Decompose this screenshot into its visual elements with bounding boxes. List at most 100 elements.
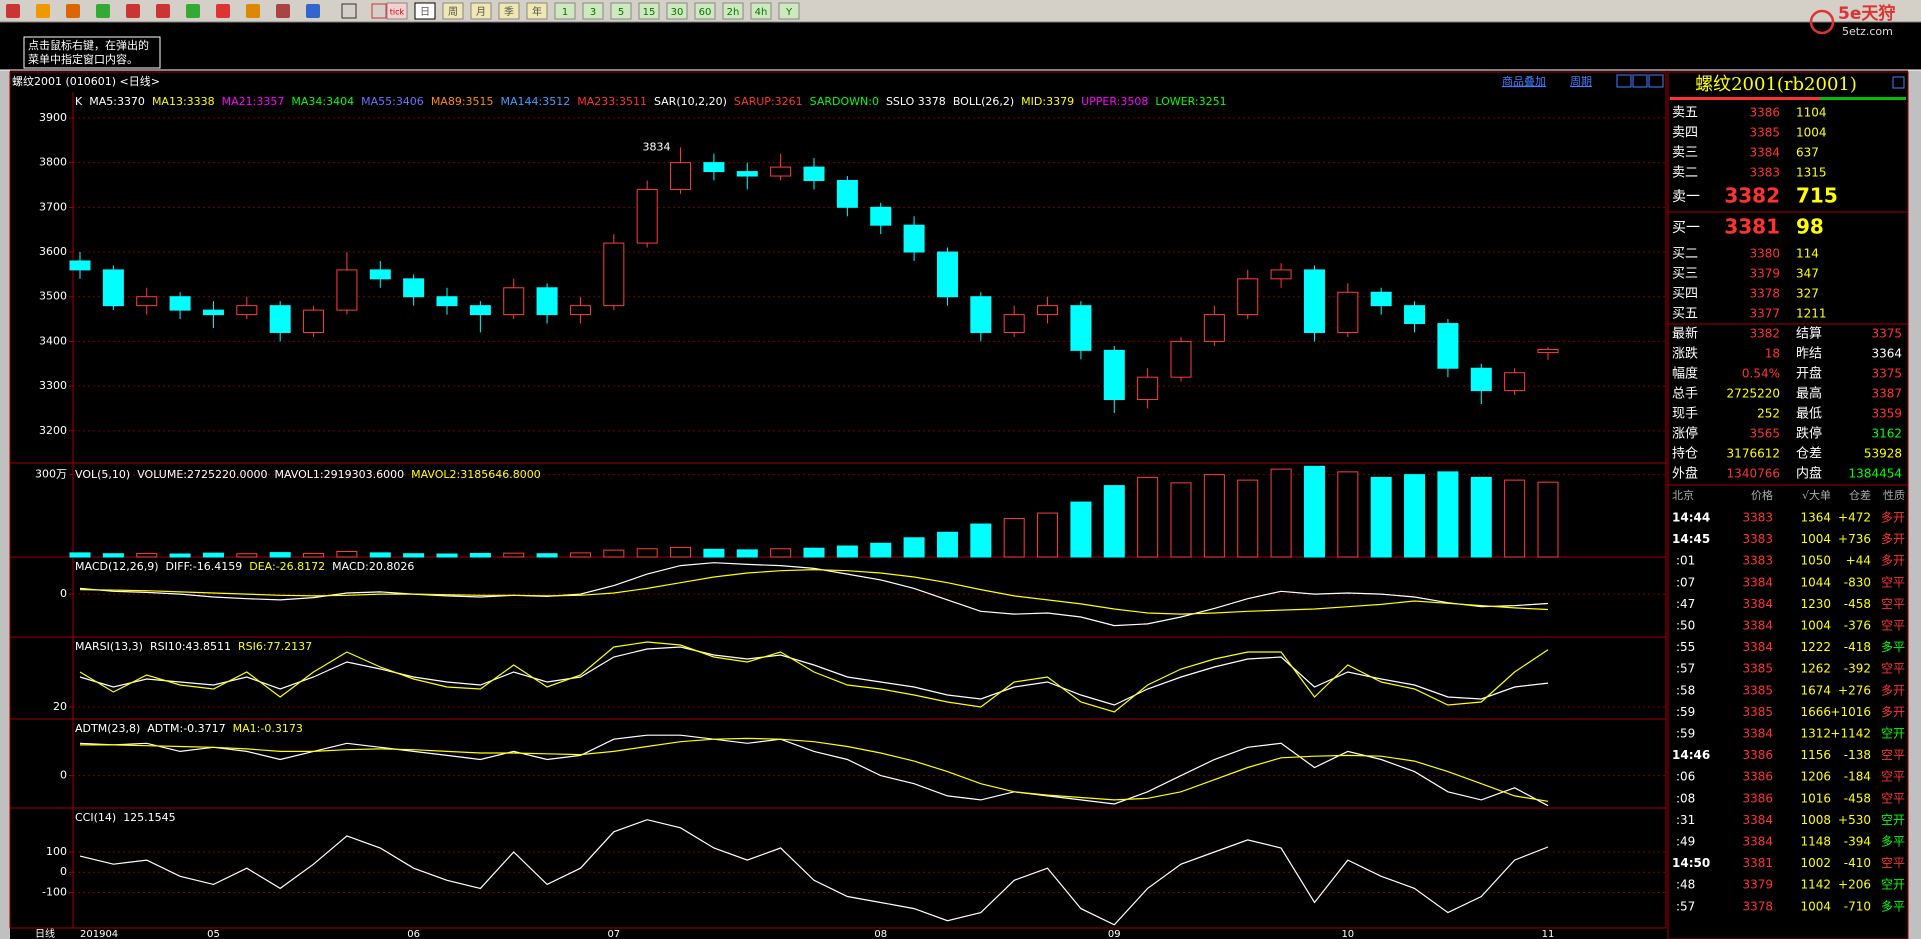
legend-item: ADTM:-0.3717 (147, 722, 225, 735)
toolbar-icon[interactable] (341, 3, 357, 19)
stat-value: 252 (1757, 407, 1780, 421)
volume-bar (1237, 479, 1259, 558)
toolbar-button-label[interactable]: 30 (671, 7, 684, 18)
toolbar-button[interactable] (554, 2, 576, 20)
toolbar-button-label[interactable]: 60 (699, 7, 712, 18)
toolbar-button-label[interactable]: 2h (727, 7, 740, 18)
stat-label: 最新 (1672, 326, 1698, 342)
toolbar-icon[interactable] (276, 4, 290, 18)
trade-cell: :48 (1676, 878, 1695, 892)
tip-line: 菜单中指定窗口内容。 (28, 52, 138, 66)
volume-bar (136, 552, 158, 558)
book-label: 买三 (1672, 267, 1698, 282)
trade-cell: 1008 (1800, 813, 1831, 827)
trade-cell: 3386 (1742, 791, 1773, 805)
x-tick-label: 201904 (80, 929, 118, 939)
volume-bar (636, 548, 658, 558)
volume-bar (303, 552, 325, 558)
header-link[interactable]: 商品叠加 (1502, 74, 1546, 88)
toolbar-icon[interactable] (6, 4, 20, 18)
toolbar-icon[interactable] (216, 4, 230, 18)
legend-item: UPPER:3508 (1081, 95, 1148, 108)
toolbar-button-label[interactable]: 15 (643, 7, 656, 18)
trade-cell: +1142 (1830, 727, 1871, 741)
toolbar-button-label[interactable]: 月 (476, 6, 486, 18)
trade-cell: 1230 (1800, 597, 1831, 611)
volume-bar (1470, 476, 1492, 558)
trade-cell: 14:44 (1672, 511, 1710, 525)
stat-value: 0.54% (1742, 367, 1780, 381)
toolbar-icon[interactable] (96, 4, 110, 18)
legend-item: SSLO 3378 (886, 95, 946, 108)
toolbar-button-label[interactable]: Y (785, 7, 793, 18)
candle-body (1437, 323, 1459, 369)
toolbar-button[interactable] (386, 2, 408, 20)
volume-bar (1404, 474, 1426, 558)
trade-cell: 3385 (1742, 683, 1773, 697)
toolbar-button[interactable] (778, 2, 800, 20)
toolbar-button[interactable] (638, 2, 660, 20)
trade-cell: -184 (1844, 770, 1871, 784)
trade-cell: 1312 (1800, 727, 1831, 741)
candle-body (569, 305, 591, 316)
toolbar-button[interactable] (610, 2, 632, 20)
x-tick-label: 11 (1542, 929, 1555, 939)
toolbar-button-label[interactable]: 4h (755, 7, 768, 18)
toolbar-button[interactable] (722, 2, 744, 20)
nav-button[interactable] (1648, 74, 1664, 88)
book-price: 3383 (1749, 166, 1780, 180)
toolbar-icon[interactable] (371, 3, 387, 19)
left-tab-strip[interactable] (0, 70, 10, 939)
toolbar-button-label[interactable]: 5 (618, 7, 624, 18)
trade-cell: :59 (1676, 727, 1695, 741)
candle-body (102, 269, 124, 307)
toolbar-icon[interactable] (246, 4, 260, 18)
toolbar-button-label[interactable]: 年 (532, 5, 542, 18)
toolbar-icon[interactable] (126, 4, 140, 18)
volume-bar (1103, 485, 1125, 558)
legend-item: SAR(10,2,20) (654, 95, 727, 108)
toolbar-button[interactable] (694, 2, 716, 20)
quote-button[interactable] (1892, 76, 1905, 89)
toolbar-button-label[interactable]: 周 (448, 6, 458, 18)
candle-body (703, 162, 725, 173)
toolbar-icon[interactable] (306, 4, 320, 18)
candle-body (236, 305, 258, 316)
toolbar-button-label[interactable]: 3 (590, 7, 596, 18)
stat-value: 3162 (1871, 427, 1902, 441)
toolbar-icon[interactable] (156, 4, 170, 18)
toolbar-button-label[interactable]: 季 (504, 6, 514, 18)
toolbar-button-label[interactable]: 日 (420, 7, 430, 18)
toolbar-button[interactable] (526, 2, 548, 20)
nav-button[interactable] (1616, 74, 1632, 88)
right-tab-strip[interactable] (1908, 70, 1921, 939)
toolbar-button[interactable] (470, 2, 492, 20)
trades-header: 价格 (1751, 488, 1773, 502)
toolbar-button[interactable] (750, 2, 772, 20)
trade-cell: 3383 (1742, 532, 1773, 546)
volume-bar (236, 553, 258, 558)
toolbar-button[interactable] (582, 2, 604, 20)
toolbar-button[interactable] (414, 2, 436, 20)
toolbar-button[interactable] (666, 2, 688, 20)
toolbar-icon[interactable] (36, 4, 50, 18)
header-link[interactable]: 周期 (1570, 75, 1592, 88)
stat-label: 外盘 (1672, 466, 1698, 482)
toolbar-button[interactable] (442, 2, 464, 20)
trade-cell: :49 (1676, 835, 1695, 849)
book-price: 3378 (1749, 287, 1780, 301)
toolbar-button-label[interactable]: 1 (562, 7, 568, 18)
toolbar-icon[interactable] (186, 4, 200, 18)
trade-cell: -138 (1844, 748, 1871, 762)
legend-item: MACD:20.8026 (332, 560, 414, 573)
legend-item: MID:3379 (1021, 95, 1074, 108)
toolbar-icon[interactable] (66, 4, 80, 18)
volume-bar (903, 537, 925, 558)
stat-label: 涨跌 (1672, 346, 1698, 362)
toolbar-button[interactable] (498, 2, 520, 20)
candle-body (1137, 376, 1159, 401)
nav-button[interactable] (1632, 74, 1648, 88)
volume-bar (202, 552, 224, 558)
trade-cell: +276 (1838, 683, 1871, 697)
toolbar-button-label[interactable]: tick (390, 8, 405, 17)
